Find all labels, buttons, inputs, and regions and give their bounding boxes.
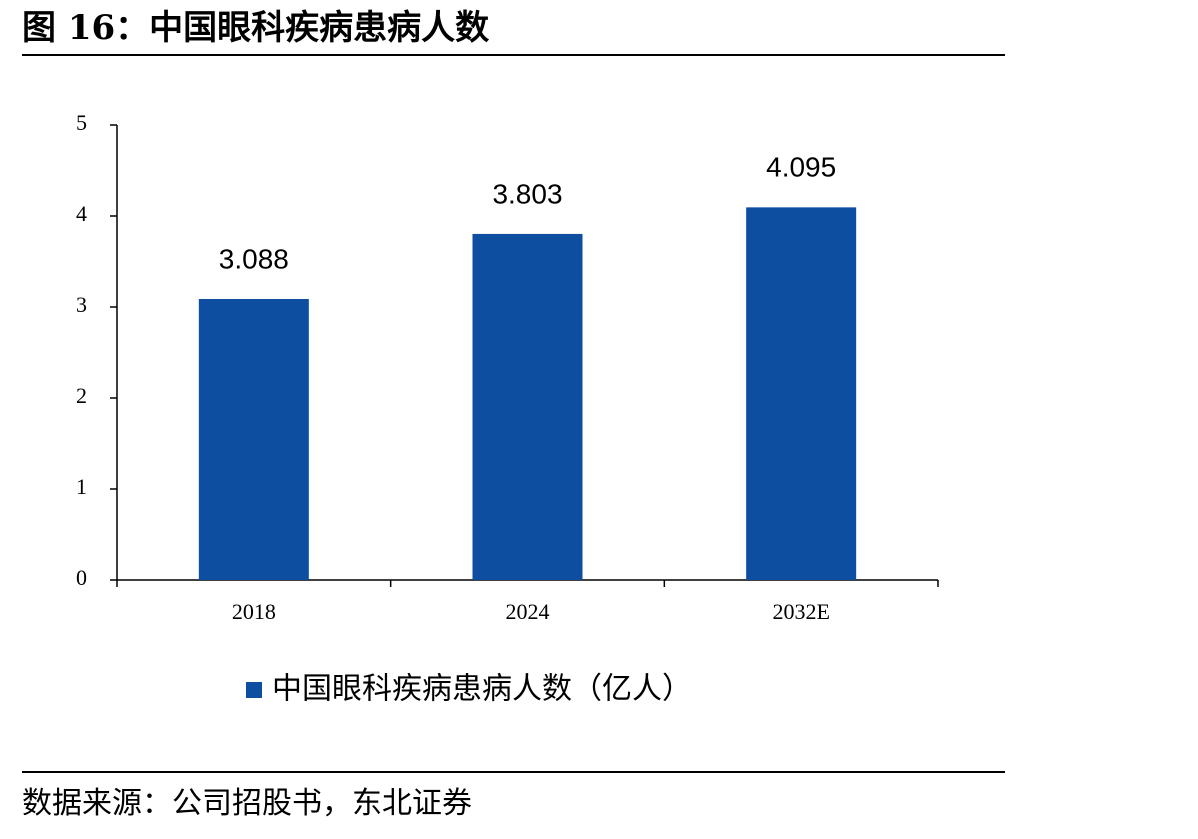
y-tick-label: 5 xyxy=(76,110,87,135)
y-tick-label: 4 xyxy=(76,201,87,226)
data-label: 4.095 xyxy=(766,152,836,183)
bar xyxy=(746,207,857,581)
x-tick-label: 2024 xyxy=(506,599,550,624)
legend-label: 中国眼科疾病患病人数（亿人） xyxy=(272,672,692,707)
legend-swatch xyxy=(246,682,262,698)
source-note: 数据来源：公司招股书，东北证券 xyxy=(22,786,472,821)
y-tick-label: 1 xyxy=(76,474,87,499)
x-tick-label: 2018 xyxy=(232,599,276,624)
bar xyxy=(472,233,583,580)
data-label: 3.803 xyxy=(492,178,562,209)
data-label: 3.088 xyxy=(219,243,289,274)
y-tick-label: 0 xyxy=(76,565,87,590)
chart-title: 图 16：中国眼科疾病患病人数 xyxy=(22,8,489,48)
y-tick-label: 2 xyxy=(76,383,87,408)
x-tick-label: 2032E xyxy=(772,599,829,624)
y-tick-label: 3 xyxy=(76,292,87,317)
bar xyxy=(198,298,309,580)
